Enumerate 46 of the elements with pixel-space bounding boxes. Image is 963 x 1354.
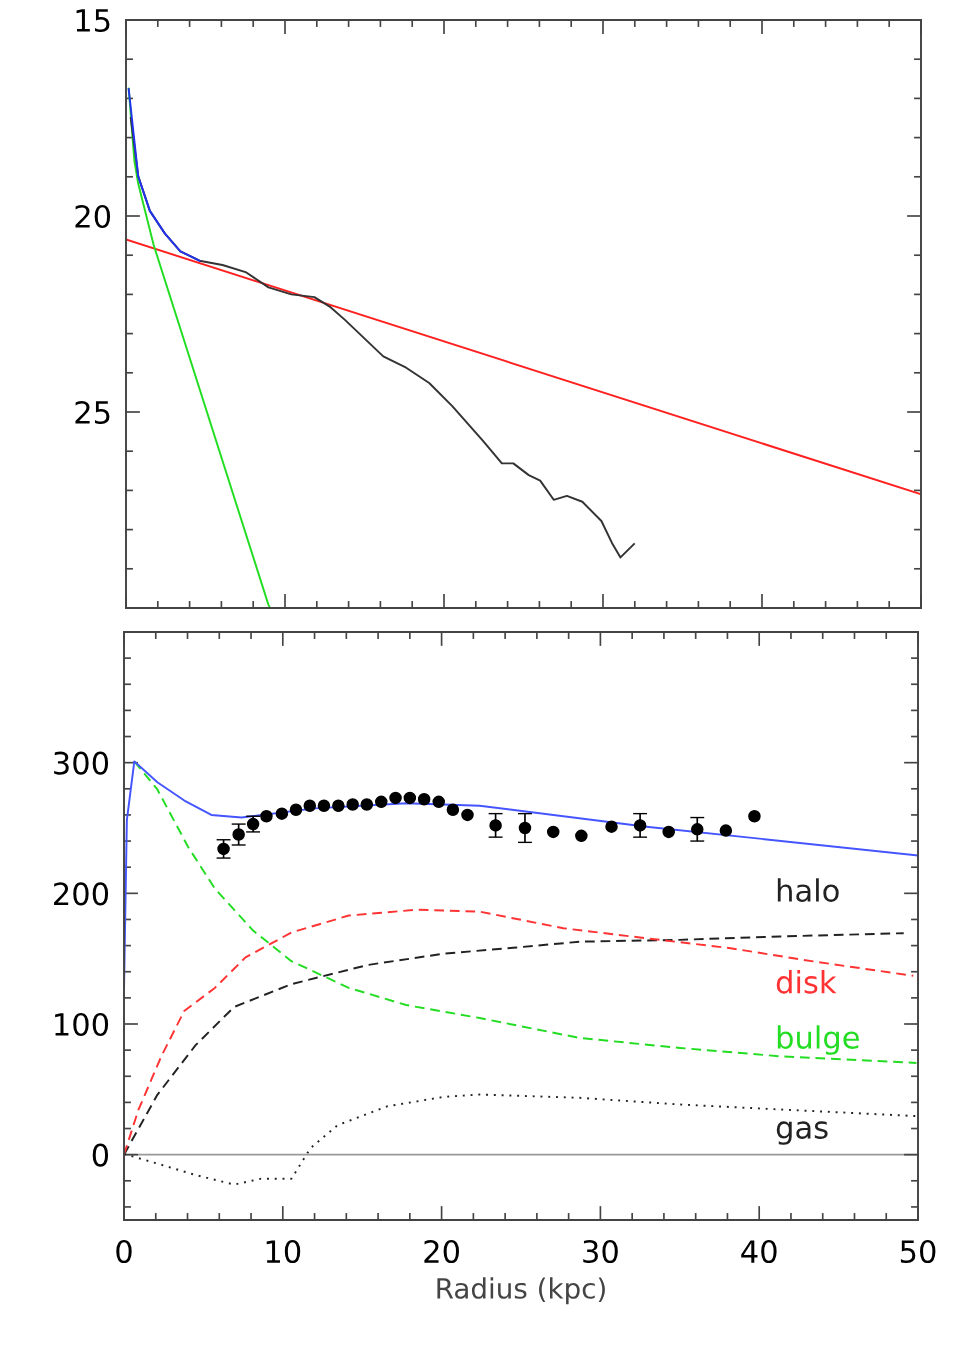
point <box>289 803 303 816</box>
y-tick-label: 200 <box>54 882 109 906</box>
point <box>719 824 733 837</box>
point <box>275 807 289 820</box>
y-tick-label: 100 <box>55 1012 109 1037</box>
x-axis-title: Radius (kpc) <box>437 1277 605 1305</box>
point <box>461 808 474 822</box>
point <box>662 825 675 839</box>
y-tick-label: 15 <box>76 9 110 33</box>
point <box>518 821 532 835</box>
point <box>417 793 431 806</box>
point <box>575 829 588 843</box>
point <box>403 791 417 805</box>
x-tick-label: 30 <box>583 1239 618 1264</box>
point <box>346 798 359 811</box>
series-label: halo <box>777 878 839 902</box>
point <box>260 809 273 823</box>
point <box>375 795 388 809</box>
y-tick-label: 0 <box>92 1143 109 1167</box>
point <box>332 799 345 813</box>
x-tick-label: 0 <box>116 1239 132 1264</box>
point <box>633 819 647 832</box>
line-series <box>127 88 201 262</box>
point <box>317 799 331 813</box>
point <box>232 828 245 841</box>
point <box>691 823 704 836</box>
series-label: gas <box>776 1121 828 1145</box>
x-tick-label: 10 <box>266 1239 301 1264</box>
point <box>303 799 317 813</box>
point <box>489 819 502 832</box>
point <box>605 820 618 833</box>
point <box>217 842 230 856</box>
y-tick-label: 300 <box>54 751 109 775</box>
x-tick-label: 40 <box>741 1239 777 1264</box>
x-tick-label: 20 <box>424 1239 460 1264</box>
point <box>360 798 374 811</box>
point <box>748 809 761 823</box>
y-tick-label: 20 <box>75 204 111 229</box>
y-tick-label: 25 <box>75 400 110 425</box>
x-tick-label: 50 <box>900 1239 936 1264</box>
point <box>446 803 460 816</box>
series-label: disk <box>776 970 837 994</box>
point <box>432 795 445 809</box>
series-label: bulge <box>777 1025 859 1055</box>
point <box>389 791 402 805</box>
point <box>546 825 560 839</box>
